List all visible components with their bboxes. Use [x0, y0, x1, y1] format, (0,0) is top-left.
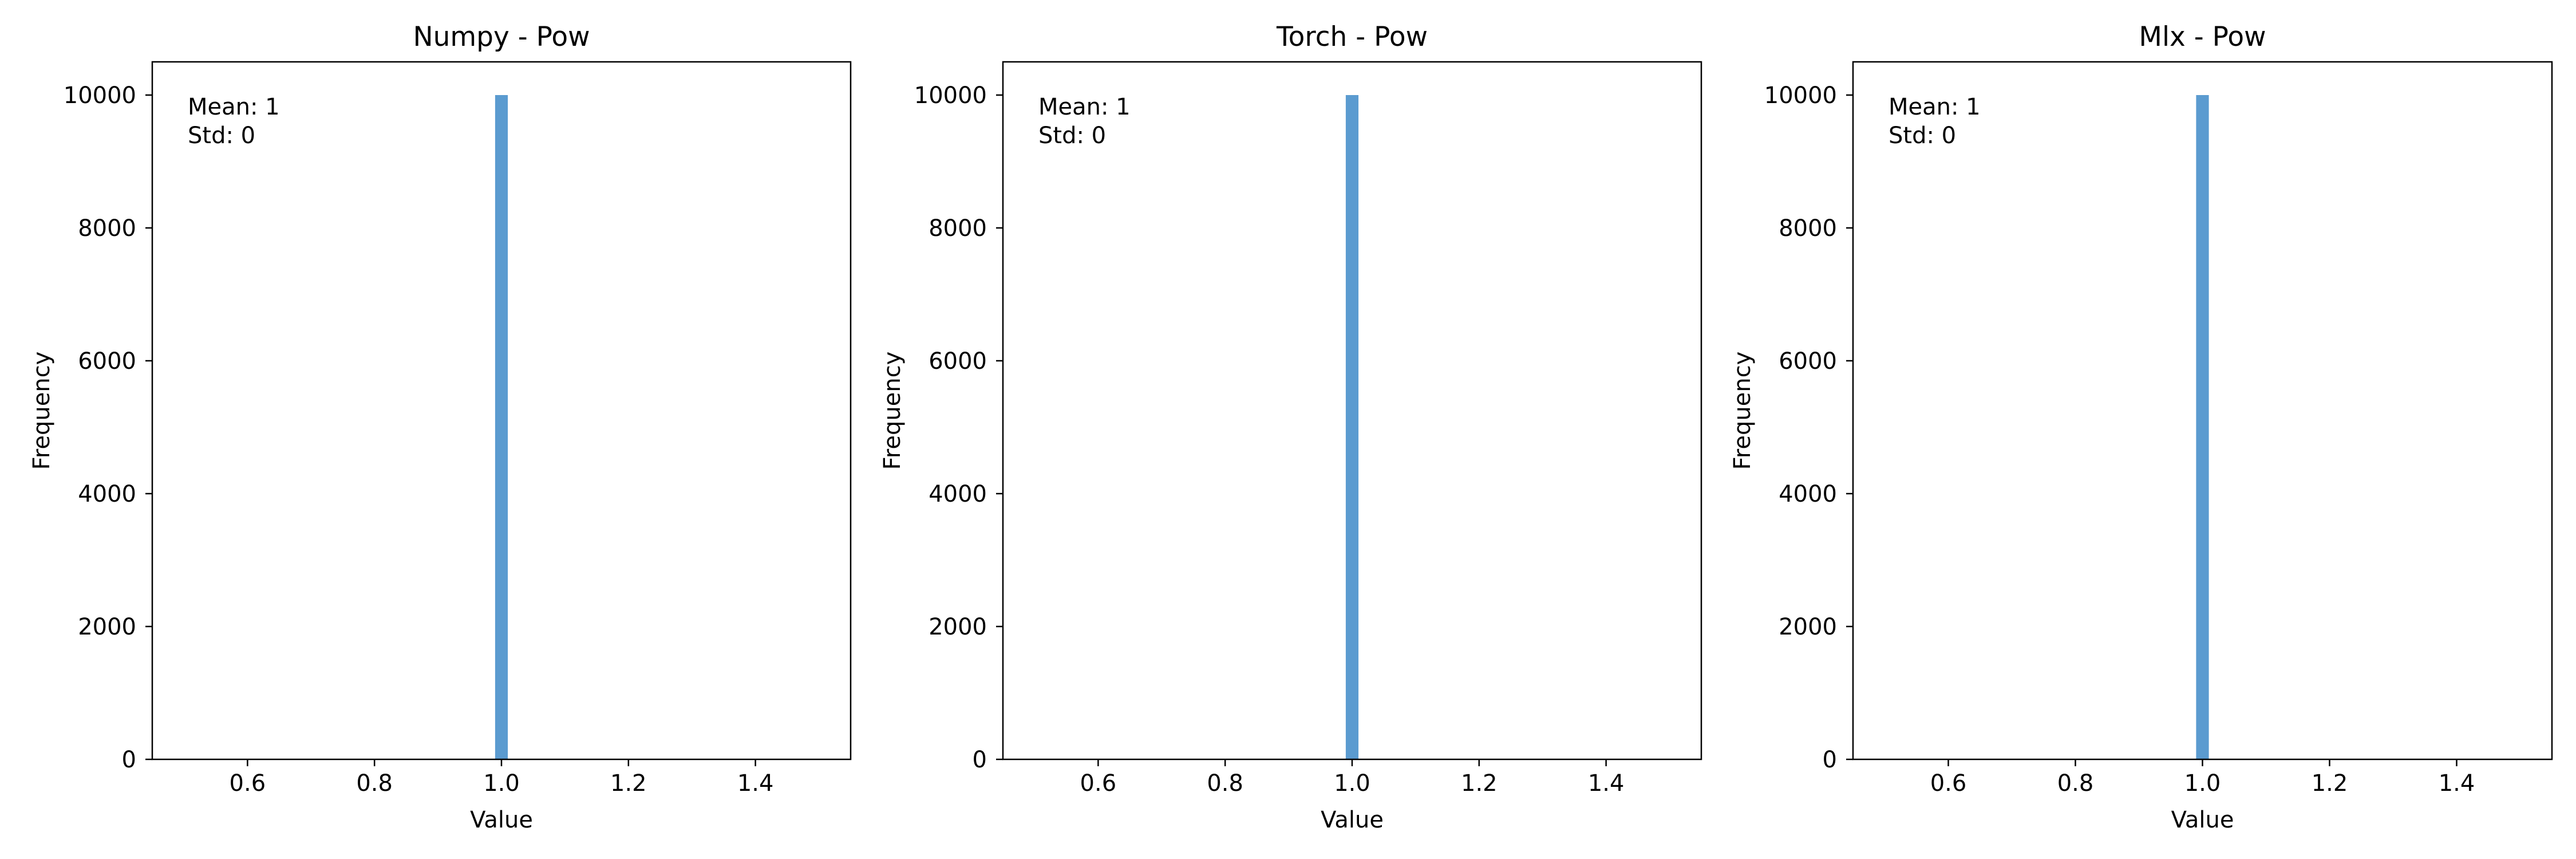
histogram-bar: [2196, 95, 2209, 759]
y-tick-label: 2000: [1779, 614, 1837, 640]
x-axis-label: Value: [1321, 807, 1384, 833]
y-tick-label: 10000: [64, 82, 136, 109]
histogram-panel: 0.6 0.8 1.0 1.2 1.4 0 2000 4000 6000 8000 10000 Num…: [29, 21, 852, 833]
x-tick-label: 0.8: [2057, 770, 2094, 797]
y-tick-label: 8000: [78, 215, 136, 242]
histogram-panel: 0.6 0.8 1.0 1.2 1.4 0 2000 4000 6000 8000 10000 Tor…: [879, 21, 1702, 833]
x-tick-label: 0.6: [230, 770, 266, 797]
y-axis-label: Frequency: [1729, 352, 1756, 470]
y-tick-label: 4000: [1779, 481, 1837, 507]
x-tick-label: 1.4: [737, 770, 774, 797]
y-tick-label: 10000: [1764, 82, 1837, 109]
mean-annotation: Mean: 1: [188, 94, 280, 120]
x-tick-label: 1.2: [1461, 770, 1498, 797]
y-tick-label: 6000: [929, 348, 987, 375]
y-tick-label: 6000: [1779, 348, 1837, 375]
x-tick-label: 0.6: [1080, 770, 1117, 797]
x-tick-label: 1.0: [1334, 770, 1370, 797]
panel-title: Numpy - Pow: [413, 21, 590, 53]
panel-title: Torch - Pow: [1276, 21, 1428, 53]
std-annotation: Std: 0: [1038, 123, 1106, 149]
y-tick-label: 2000: [78, 614, 136, 640]
y-tick-label: 6000: [78, 348, 136, 375]
x-tick-label: 0.8: [356, 770, 393, 797]
mean-annotation: Mean: 1: [1038, 94, 1131, 120]
histogram-bar: [1345, 95, 1359, 759]
y-axis-label: Frequency: [879, 352, 906, 470]
y-tick-label: 8000: [929, 215, 987, 242]
std-annotation: Std: 0: [188, 123, 255, 149]
y-tick-label: 8000: [1779, 215, 1837, 242]
x-tick-label: 0.6: [1930, 770, 1967, 797]
y-tick-label: 0: [122, 747, 136, 773]
y-tick-label: 4000: [929, 481, 987, 507]
histogram-panel: 0.6 0.8 1.0 1.2 1.4 0 2000 4000 6000 8000 10000 Mlx…: [1729, 21, 2553, 833]
panel-title: Mlx - Pow: [2139, 21, 2266, 53]
x-tick-label: 1.4: [1588, 770, 1625, 797]
std-annotation: Std: 0: [1888, 123, 1956, 149]
x-axis-label: Value: [470, 807, 533, 833]
x-tick-label: 1.2: [2312, 770, 2348, 797]
mean-annotation: Mean: 1: [1888, 94, 1981, 120]
y-tick-label: 4000: [78, 481, 136, 507]
y-tick-label: 0: [973, 747, 987, 773]
x-axis-label: Value: [2171, 807, 2234, 833]
x-tick-label: 1.0: [483, 770, 520, 797]
y-tick-label: 0: [1823, 747, 1837, 773]
x-tick-label: 1.0: [2184, 770, 2221, 797]
x-tick-label: 1.4: [2439, 770, 2475, 797]
x-tick-label: 0.8: [1207, 770, 1243, 797]
y-tick-label: 10000: [914, 82, 987, 109]
y-axis-label: Frequency: [29, 352, 55, 470]
x-tick-label: 1.2: [610, 770, 647, 797]
histogram-bar: [495, 95, 508, 759]
y-tick-label: 2000: [929, 614, 987, 640]
